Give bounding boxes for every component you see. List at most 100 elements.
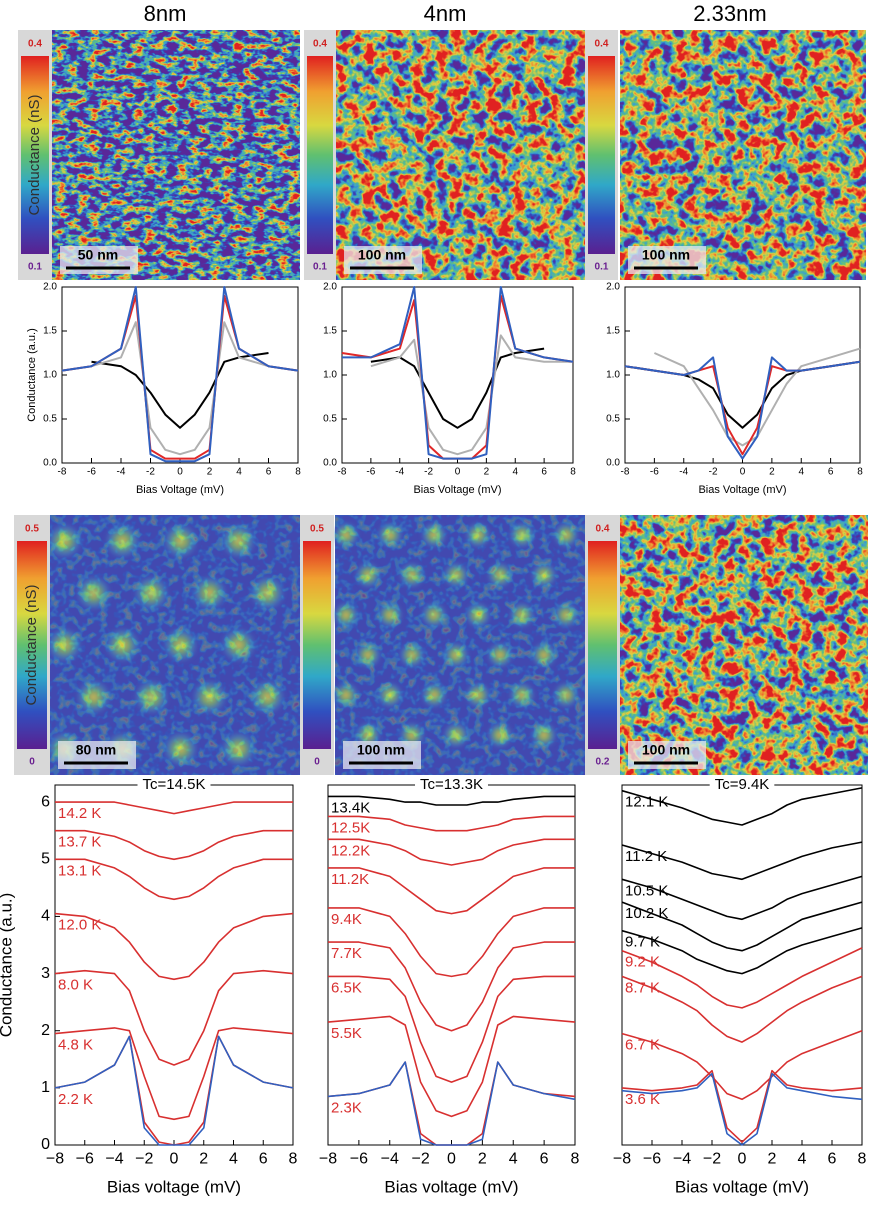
conductance-map: [620, 515, 868, 775]
series-label: 9.2 K: [625, 954, 660, 971]
colorbar-min: 0.2: [596, 757, 610, 768]
series-label: 9.7 K: [625, 934, 660, 951]
scale-bar-label: 80 nm: [76, 742, 116, 758]
x-tick-label: 8: [571, 1151, 580, 1168]
x-tick-label: 0: [177, 467, 183, 478]
conductance-map: [620, 30, 866, 280]
y-tick-label: 2.0: [323, 282, 337, 293]
spectrum-line: [328, 975, 575, 1083]
x-tick-label: 8: [570, 467, 576, 478]
x-tick-label: 2: [768, 1151, 777, 1168]
series-label: 10.5 K: [625, 882, 668, 899]
x-tick-label: −4: [381, 1151, 399, 1168]
x-tick-label: 8: [858, 1151, 867, 1168]
x-tick-label: 2: [484, 467, 490, 478]
colorbar-max: 0.5: [310, 524, 324, 535]
colorbar-max: 0.4: [596, 524, 610, 535]
plot-frame: [624, 286, 861, 464]
y-tick-label: 1.0: [606, 370, 620, 381]
scale-bar-label: 100 nm: [642, 247, 690, 263]
spectrum-line: [621, 787, 863, 826]
spectrum-line: [621, 927, 863, 975]
y-tick-label: 1.5: [606, 326, 620, 337]
column-title: 2.33nm: [693, 1, 766, 26]
x-tick-label: −8: [613, 1151, 631, 1168]
conductance-map: [336, 30, 586, 280]
y-tick-label: 1.0: [323, 370, 337, 381]
colorbar: [588, 56, 615, 254]
spectrum-line: [621, 975, 863, 1043]
x-tick-label: −2: [135, 1151, 153, 1168]
spectrum-line: [327, 1015, 576, 1118]
spectrum-line: [327, 1061, 576, 1146]
x-tick-label: 8: [289, 1151, 298, 1168]
x-tick-label: -2: [424, 467, 433, 478]
x-tick-label: −8: [319, 1151, 337, 1168]
colorbar-label: Conductance (nS): [26, 95, 43, 216]
plot-frame: [61, 286, 299, 464]
y-tick-label: 1.5: [43, 326, 57, 337]
plot-frame: [341, 286, 574, 464]
conductance-map: [52, 30, 300, 280]
x-tick-label: 0: [170, 1151, 179, 1168]
scale-bar-label: 100 nm: [642, 742, 690, 758]
x-tick-label: -8: [621, 467, 630, 478]
y-tick-label: 1.0: [43, 370, 57, 381]
y-tick-label: 0.5: [43, 414, 57, 425]
series-label: 4.8 K: [58, 1037, 93, 1054]
x-tick-label: -4: [117, 467, 126, 478]
chart-title: Tc=13.3K: [420, 776, 483, 793]
colorbar-min: 0.1: [313, 262, 327, 273]
x-tick-label: −8: [46, 1151, 64, 1168]
x-tick-label: 4: [798, 1151, 807, 1168]
title-background: [415, 776, 488, 794]
title-background: [137, 776, 211, 794]
x-tick-label: −6: [76, 1151, 94, 1168]
x-tick-label: -6: [366, 467, 375, 478]
x-tick-label: 2: [199, 1151, 208, 1168]
y-tick-label: 2.0: [606, 282, 620, 293]
x-tick-label: 0: [455, 467, 461, 478]
spectrum-line: [341, 294, 574, 460]
x-tick-label: -8: [338, 467, 347, 478]
x-tick-label: 6: [828, 1151, 837, 1168]
y-tick-label: 3: [41, 965, 50, 982]
spectrum-line: [370, 334, 573, 456]
y-tick-label: 5: [41, 851, 50, 868]
colorbar-min: 0: [314, 757, 320, 768]
x-tick-label: -4: [395, 467, 404, 478]
x-tick-label: -2: [146, 467, 155, 478]
spectrum-line: [55, 801, 293, 815]
x-tick-label: -6: [650, 467, 659, 478]
x-tick-label: 6: [828, 467, 834, 478]
colorbar: [303, 541, 331, 749]
spectrum-line: [54, 1035, 294, 1146]
series-label: 2.2 K: [58, 1091, 93, 1108]
series-label: 11.2 K: [625, 848, 667, 865]
y-axis-label: Conductance (a.u.): [26, 328, 38, 422]
colorbar: [17, 541, 47, 749]
series-label: 8.0 K: [58, 977, 93, 994]
x-tick-label: 2: [769, 467, 775, 478]
spectrum-line: [621, 841, 863, 881]
colorbar-max: 0.4: [595, 39, 609, 50]
series-label: 6.5K: [331, 979, 362, 996]
spectrum-line: [370, 347, 545, 429]
x-tick-label: 8: [857, 467, 863, 478]
spectrum-line: [55, 829, 293, 861]
colorbar-min: 0.1: [595, 262, 609, 273]
spectrum-line: [61, 321, 299, 456]
x-tick-label: 6: [266, 467, 272, 478]
spectrum-line: [61, 294, 299, 460]
spectrum-line: [621, 1029, 863, 1101]
spectrum-line: [624, 360, 861, 456]
x-tick-label: 6: [540, 1151, 549, 1168]
series-label: 14.2 K: [58, 805, 101, 822]
y-axis-label: Conductance (a.u.): [0, 893, 15, 1038]
series-label: 9.4K: [331, 911, 362, 928]
chart-title: Tc=9.4K: [715, 776, 770, 793]
x-tick-label: 4: [509, 1151, 518, 1168]
x-axis-label: Bias voltage (mV): [384, 1178, 518, 1197]
spectrum-line: [621, 1072, 863, 1146]
series-label: 12.2K: [331, 842, 370, 859]
